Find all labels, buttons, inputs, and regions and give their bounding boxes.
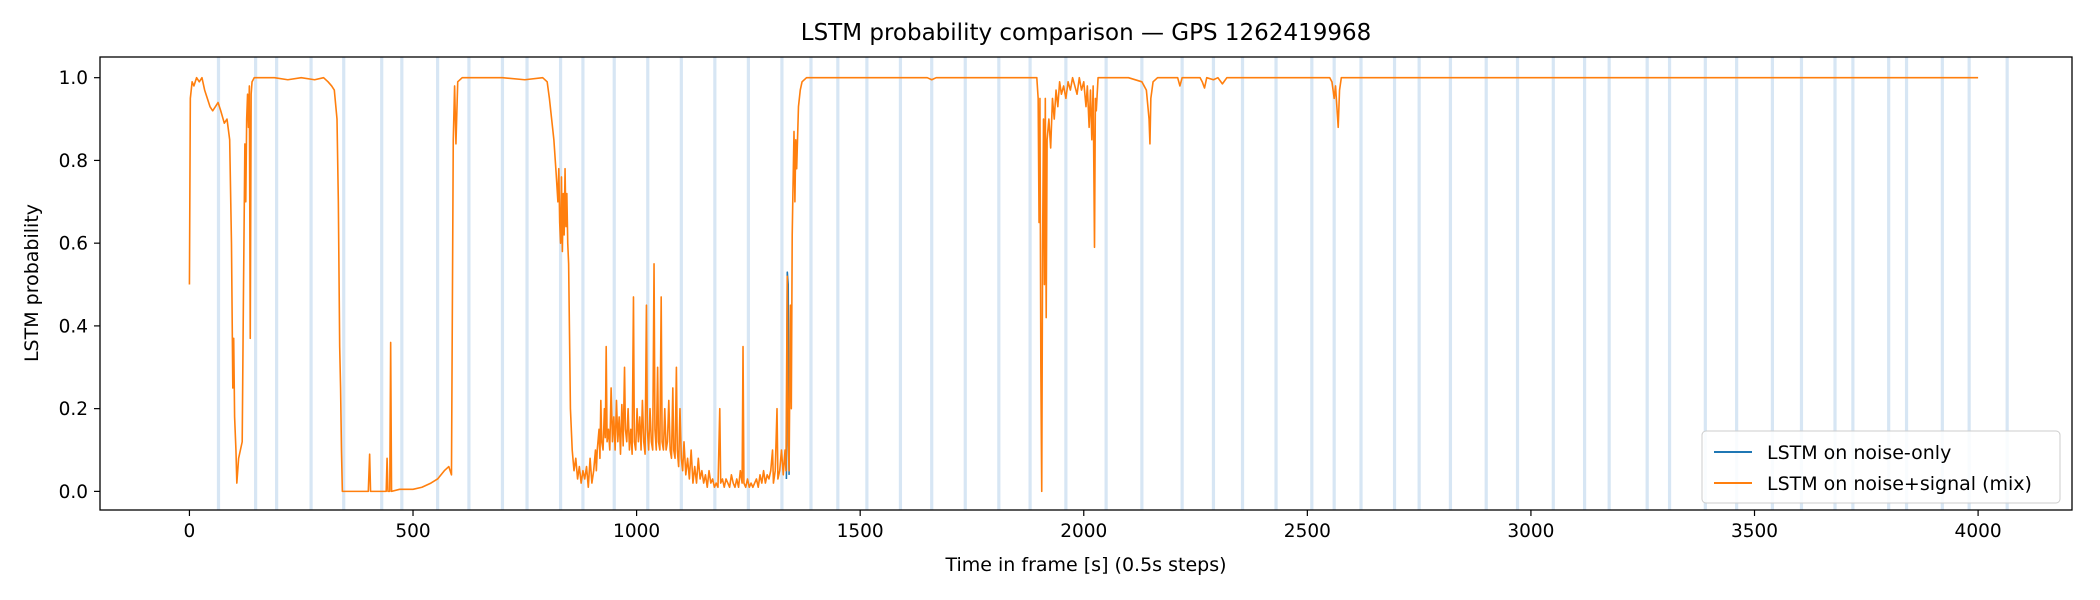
legend: LSTM on noise-only LSTM on noise+signal … bbox=[1701, 430, 2061, 504]
x-tick-label-500: 500 bbox=[395, 521, 430, 542]
y-tick-label-0.4: 0.4 bbox=[59, 316, 88, 337]
x-tick-label-3000: 3000 bbox=[1507, 521, 1554, 542]
x-tick-label-0: 0 bbox=[184, 521, 196, 542]
x-tick-label-3500: 3500 bbox=[1731, 521, 1778, 542]
x-axis-ticks: 0 500 1000 1500 2000 2500 3000 3500 4000 bbox=[184, 510, 2002, 542]
x-tick-label-1500: 1500 bbox=[837, 521, 884, 542]
y-tick-label-0.2: 0.2 bbox=[59, 399, 88, 420]
legend-box bbox=[1701, 430, 2061, 504]
x-tick-label-1000: 1000 bbox=[613, 521, 660, 542]
x-tick-label-4000: 4000 bbox=[1955, 521, 2002, 542]
legend-label-noise-only: LSTM on noise-only bbox=[1767, 442, 1951, 464]
y-axis-ticks: 0.0 0.2 0.4 0.6 0.8 1.0 bbox=[59, 68, 100, 503]
y-tick-label-1: 1.0 bbox=[59, 68, 88, 89]
series-line-noise-signal-mix bbox=[188, 76, 1979, 493]
y-tick-label-0.8: 0.8 bbox=[59, 151, 88, 172]
x-tick-label-2000: 2000 bbox=[1060, 521, 1107, 542]
plot-frame bbox=[99, 56, 2073, 511]
y-axis-label: LSTM probability bbox=[21, 204, 43, 362]
vertical-bands bbox=[216, 57, 2009, 510]
x-axis-label: Time in frame [s] (0.5s steps) bbox=[944, 554, 1226, 576]
x-tick-label-2500: 2500 bbox=[1284, 521, 1331, 542]
y-tick-label-0.6: 0.6 bbox=[59, 234, 88, 255]
series-lines bbox=[188, 76, 1979, 493]
legend-label-noise-signal-mix: LSTM on noise+signal (mix) bbox=[1767, 473, 2032, 495]
y-tick-label-0: 0.0 bbox=[59, 482, 88, 503]
chart-title: LSTM probability comparison — GPS 126241… bbox=[801, 20, 1372, 46]
